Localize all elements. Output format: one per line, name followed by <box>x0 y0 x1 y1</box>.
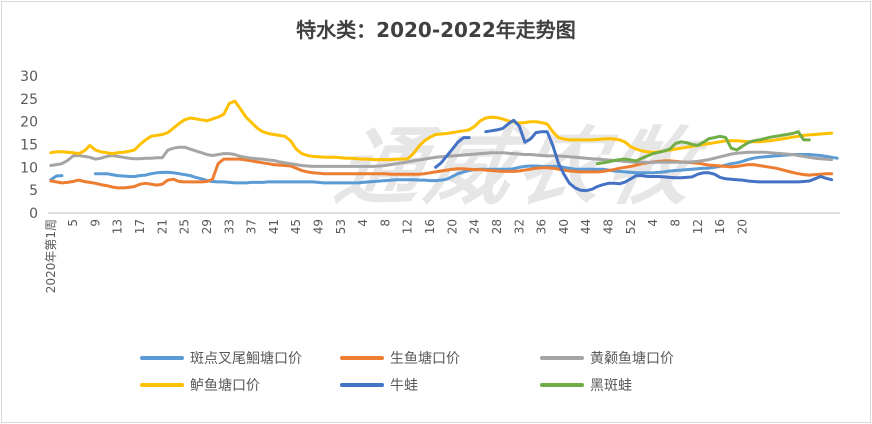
x-tick-label: 16 <box>713 219 727 234</box>
x-tick-label: 2020年第1周 <box>44 219 58 293</box>
y-tick-label: 0 <box>29 206 38 222</box>
y-tick-label: 30 <box>20 69 38 85</box>
x-tick-label: 40 <box>557 219 571 234</box>
legend-label: 牛蛙 <box>390 378 418 394</box>
series-line-1 <box>49 157 834 190</box>
legend-item-black-spotted-frog: 黑斑蛙 <box>540 375 632 395</box>
legend-label: 生鱼塘口价 <box>390 351 460 367</box>
legend-label: 鲈鱼塘口价 <box>190 378 260 394</box>
x-tick-label: 52 <box>624 219 638 234</box>
x-tick-label: 32 <box>512 219 526 234</box>
x-tick-label: 41 <box>267 219 281 234</box>
y-tick-label: 25 <box>20 92 38 108</box>
legend-label: 黑斑蛙 <box>590 378 632 394</box>
legend-swatch <box>340 383 384 387</box>
legend-item-snakehead: 生鱼塘口价 <box>340 348 460 368</box>
x-tick-label: 4 <box>646 219 660 227</box>
x-tick-label: 16 <box>423 219 437 234</box>
x-tick-label: 24 <box>468 219 482 234</box>
x-tick-label: 53 <box>334 219 348 234</box>
x-tick-label: 9 <box>88 219 102 227</box>
y-tick-label: 15 <box>20 138 38 154</box>
x-tick-label: 25 <box>178 219 192 234</box>
y-tick-label: 20 <box>20 115 38 131</box>
series-line-4 <box>434 118 834 193</box>
x-tick-label: 8 <box>668 219 682 227</box>
legend-item-perch: 鲈鱼塘口价 <box>140 375 260 395</box>
x-tick-label: 21 <box>155 219 169 234</box>
legend-swatch <box>340 356 384 360</box>
legend-item-channel-catfish: 斑点叉尾鮰塘口价 <box>140 348 302 368</box>
legend-label: 黄颡鱼塘口价 <box>590 351 674 367</box>
x-tick-label: 45 <box>289 219 303 234</box>
y-tick-label: 5 <box>29 183 38 199</box>
x-tick-label: 13 <box>111 219 125 234</box>
x-tick-label: 4 <box>356 219 370 227</box>
chart-title: 特水类：2020-2022年走势图 <box>296 18 576 42</box>
legend-swatch <box>140 383 184 387</box>
legend-swatch <box>140 356 184 360</box>
x-tick-label: 17 <box>133 219 147 234</box>
x-tick-label: 29 <box>200 219 214 234</box>
x-tick-label: 49 <box>312 219 326 234</box>
series-line-5 <box>595 130 811 166</box>
x-tick-label: 20 <box>445 219 459 234</box>
legend-swatch <box>540 383 584 387</box>
x-tick-label: 37 <box>245 219 259 234</box>
x-tick-label: 36 <box>535 219 549 234</box>
x-tick-label: 44 <box>579 219 593 234</box>
series-line-0 <box>49 153 839 185</box>
x-tick-label: 12 <box>691 219 705 234</box>
legend-swatch <box>540 356 584 360</box>
legend-item-yellow-catfish: 黄颡鱼塘口价 <box>540 348 674 368</box>
x-tick-label: 48 <box>602 219 616 234</box>
legend-label: 斑点叉尾鮰塘口价 <box>190 351 302 367</box>
x-tick-label: 5 <box>66 219 80 227</box>
x-tick-label: 20 <box>735 219 749 234</box>
x-tick-label: 28 <box>490 219 504 234</box>
series-line-2 <box>49 145 834 168</box>
x-tick-label: 12 <box>401 219 415 234</box>
y-tick-label: 10 <box>20 160 38 176</box>
legend-item-bullfrog: 牛蛙 <box>340 375 418 395</box>
x-tick-label: 33 <box>222 219 236 234</box>
x-tick-label: 8 <box>378 219 392 227</box>
